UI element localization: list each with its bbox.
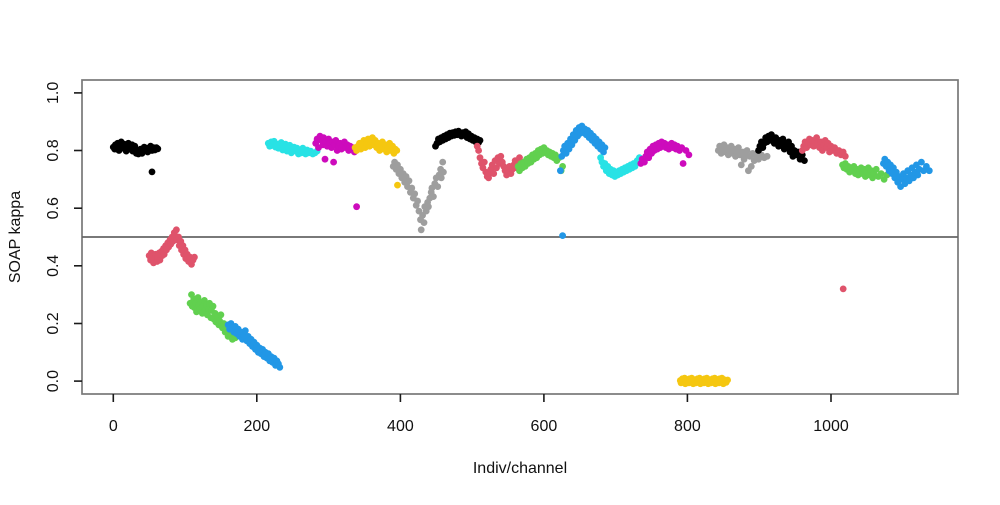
data-point [414,197,421,205]
data-point [420,219,428,227]
series-cluster-12-blue [557,122,609,240]
data-point [437,174,445,182]
data-point [321,155,329,163]
series-cluster-14-magenta [637,138,693,167]
data-point [914,171,922,179]
data-point [631,163,639,170]
series-cluster-20-blue [880,155,933,191]
data-point [241,327,249,335]
data-point [801,157,808,165]
data-point [148,168,156,176]
data-point [735,144,742,152]
data-point [154,145,162,153]
data-point [476,154,484,162]
y-axis: 0.0 0.2 0.4 0.6 0.8 1.0 [45,82,82,392]
data-point [209,302,217,310]
data-point [394,181,401,189]
data-point [737,161,745,169]
series-cluster-17-black [755,131,808,165]
data-point [217,311,225,319]
data-point [841,152,849,160]
data-point [353,203,360,211]
y-tick-label: 0.0 [45,370,62,392]
y-tick-label: 1.0 [45,82,62,104]
data-point [191,253,198,261]
data-point [440,168,447,176]
scatter-points-layer [109,122,933,388]
data-point [490,170,498,178]
data-point [813,134,820,142]
data-point [872,165,880,173]
data-point [679,160,687,167]
series-cluster-02-red [145,226,198,268]
data-point [173,226,180,234]
series-cluster-19-green [839,160,891,183]
series-cluster-11-green [514,144,566,175]
data-point [411,190,419,198]
x-tick-label: 1000 [813,418,849,435]
data-point [497,152,505,160]
data-point [430,193,437,201]
series-cluster-13-cyan [597,154,645,180]
series-cluster-05-cyan [264,137,321,158]
x-tick-label: 0 [109,418,118,435]
data-point [393,147,401,154]
data-point [601,144,609,152]
series-cluster-07-gold [351,134,401,189]
series-cluster-18-red [798,134,849,293]
data-point [724,376,731,384]
x-tick-label: 400 [387,418,414,435]
data-point [747,163,755,170]
y-tick-label: 0.4 [45,255,62,277]
series-cluster-09-black [432,127,484,150]
series-cluster-10-red [473,142,523,182]
series-cluster-04-blue [224,320,284,371]
data-point [516,154,523,162]
data-point [439,158,447,166]
y-tick-label: 0.8 [45,139,62,161]
data-point [408,184,416,192]
y-tick-label: 0.2 [45,312,62,334]
series-cluster-16-gray [714,141,771,175]
series-cluster-01-black [109,138,162,176]
data-point [839,285,847,293]
data-point [417,226,425,234]
x-tick-label: 600 [531,418,558,435]
data-point [425,203,432,211]
series-cluster-08-gray [389,158,447,234]
y-axis-label: SOAP kappa [7,191,24,283]
data-point [918,158,925,166]
data-point [641,158,648,166]
data-point [405,177,413,185]
data-point [743,147,751,154]
x-tick-label: 800 [674,418,701,435]
data-point [475,147,482,154]
data-point [925,167,933,175]
data-point [557,167,564,175]
data-point [434,183,442,191]
data-point [685,151,693,159]
data-point [559,232,566,240]
data-point [476,137,484,144]
x-tick-label: 200 [243,418,270,435]
data-point [276,363,284,371]
data-point [763,152,771,160]
data-point [330,158,337,166]
series-cluster-03-green [186,291,239,343]
data-point [877,170,885,178]
x-axis-label: Indiv/channel [473,460,567,477]
x-axis: 0 200 400 600 800 1000 [109,394,849,435]
series-cluster-15-gold-bottom [676,374,731,388]
data-point [480,158,488,166]
y-tick-label: 0.6 [45,197,62,219]
series-cluster-06-magenta [312,132,360,211]
